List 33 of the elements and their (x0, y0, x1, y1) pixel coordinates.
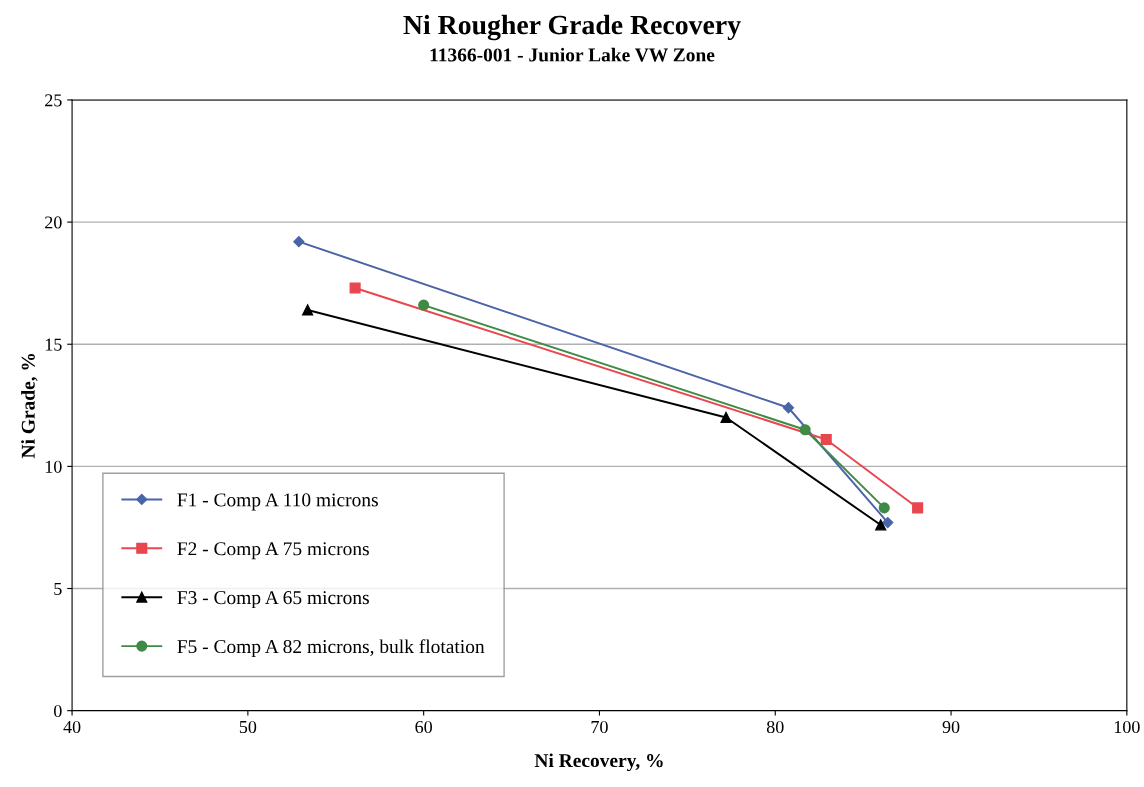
point (912, 502, 924, 514)
chart-title: Ni Rougher Grade Recovery (403, 14, 741, 41)
point (882, 516, 894, 529)
legend-label: F3 - Comp A 65 microns (177, 591, 369, 609)
y-tick-label: 25 (45, 94, 62, 107)
y-tick-label: 0 (54, 704, 62, 718)
point (418, 299, 430, 311)
x-tick-label: 50 (239, 720, 257, 734)
point (799, 424, 811, 436)
x-tick-label: 60 (415, 720, 432, 734)
point (820, 433, 832, 446)
point (875, 519, 887, 531)
chart-subtitle: 11366-001 - Junior Lake VW Zone (430, 47, 715, 62)
point (782, 402, 795, 414)
point (720, 411, 732, 424)
y-tick-label: 10 (45, 460, 62, 473)
legend-label: F1 - Comp A 110 microns (177, 493, 378, 511)
x-tick-label: 70 (591, 720, 608, 734)
x-tick-label: 80 (766, 720, 784, 734)
y-tick-label: 15 (45, 338, 62, 351)
y-tick-label: 20 (45, 216, 62, 229)
x-tick-label: 90 (942, 720, 960, 734)
point (293, 236, 305, 248)
point (878, 502, 890, 514)
x-axis-title: Ni Recovery, % (534, 753, 663, 772)
legend-label: F5 - Comp A 82 microns, bulk flotation (177, 639, 485, 658)
point (349, 282, 361, 294)
y-tick-label: 5 (54, 582, 62, 595)
legend-label: F2 - Comp A 75 microns (177, 542, 369, 560)
y-axis-title: Ni Grade, % (21, 353, 38, 459)
x-tick-label: 40 (63, 720, 81, 734)
x-tick-label: 100 (1114, 720, 1140, 734)
point (302, 304, 314, 316)
